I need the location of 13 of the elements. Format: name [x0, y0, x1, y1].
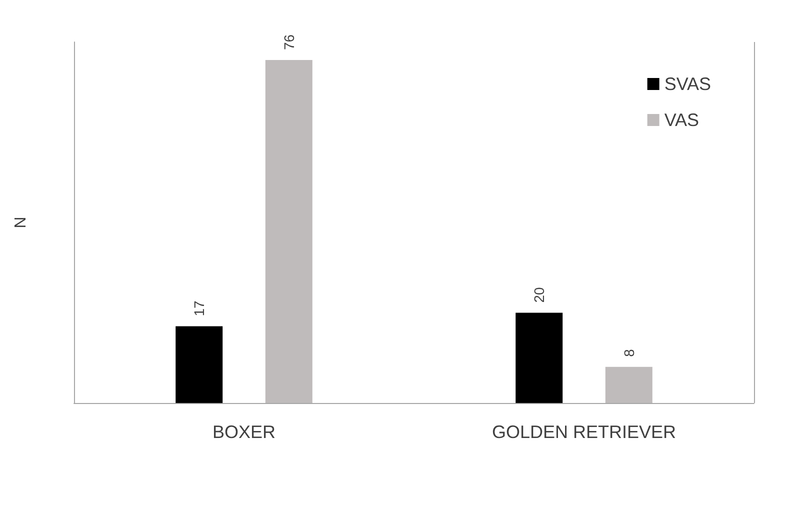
legend-label: VAS — [664, 110, 699, 130]
bar — [605, 366, 652, 403]
x-tick-label: GOLDEN RETRIEVER — [492, 422, 676, 442]
bar — [176, 326, 223, 403]
x-tick-label: BOXER — [212, 422, 276, 442]
data-label: 20 — [531, 286, 548, 303]
data-label: 17 — [191, 300, 208, 316]
data-label: 8 — [620, 348, 637, 357]
y-axis-title: N — [12, 216, 30, 228]
legend-label: SVAS — [664, 74, 711, 94]
data-label: 76 — [280, 34, 297, 50]
bar — [265, 60, 312, 403]
bar — [516, 312, 563, 403]
